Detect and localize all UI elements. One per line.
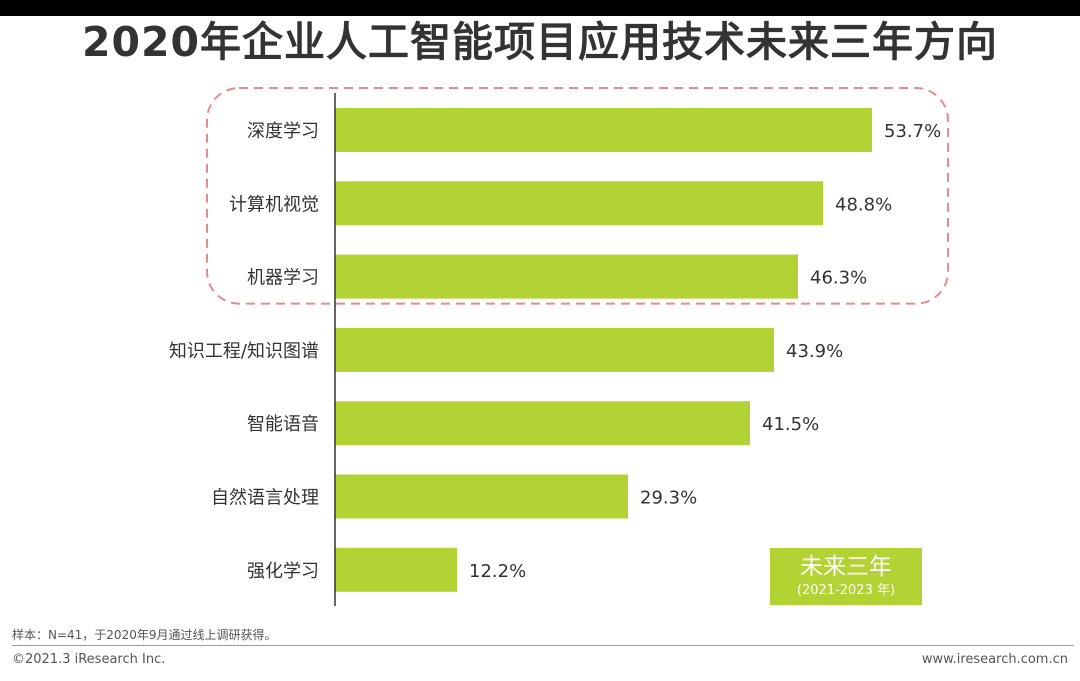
value-label: 41.5% [762,414,819,435]
chart-title: 2020年企业人工智能项目应用技术未来三年方向 [81,18,999,66]
bar-2 [335,181,823,226]
value-label: 12.2% [469,561,526,582]
top-bar [0,0,1080,16]
badge-period: (2021-2023 年) [796,583,896,598]
value-label: 29.3% [640,488,697,509]
category-label: 计算机视觉 [229,194,319,215]
bar-7 [335,547,457,592]
category-label: 强化学习 [247,561,319,582]
bar-5 [335,401,750,446]
copyright-text: ©2021.3 iResearch Inc. [12,652,166,667]
bar-3 [335,254,798,299]
category-label: 机器学习 [247,268,319,289]
bar-1 [335,108,872,152]
value-label: 48.8% [835,194,892,215]
highlight-box [206,87,949,305]
bar-6 [335,474,628,519]
badge-title: 未来三年 [800,554,892,580]
category-label: 智能语音 [247,414,319,435]
category-label: 深度学习 [247,121,319,142]
sample-note: 样本：N=41，于2020年9月通过线上调研获得。 [12,628,277,642]
website-text: www.iresearch.com.cn [921,652,1068,667]
forecast-badge: 未来三年 (2021-2023 年) [770,548,922,605]
category-label: 自然语言处理 [211,488,319,509]
value-label: 46.3% [810,268,867,289]
value-label: 53.7% [884,121,941,142]
footer-divider [12,645,1074,646]
bar-4 [335,327,774,372]
category-label: 知识工程/知识图谱 [169,341,319,362]
value-label: 43.9% [786,341,843,362]
